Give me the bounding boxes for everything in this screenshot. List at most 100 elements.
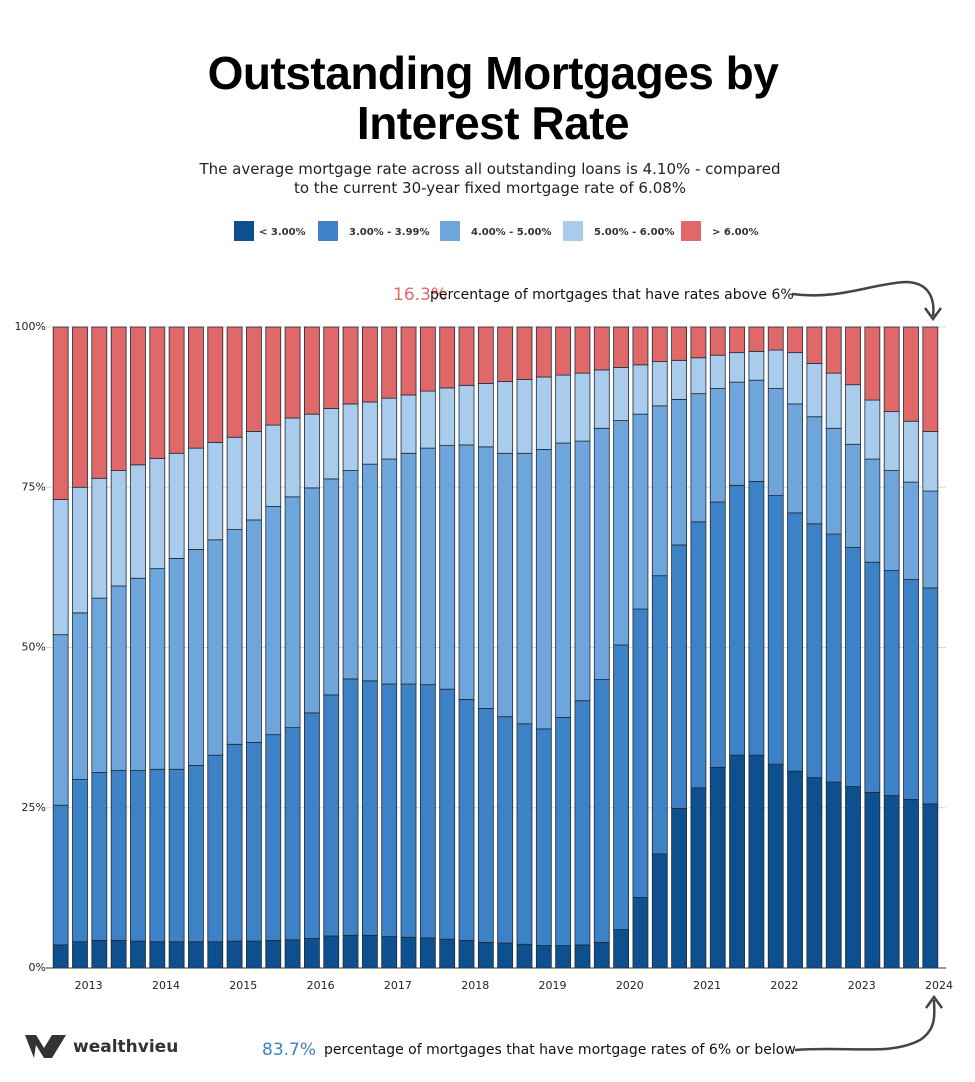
bar-segment	[323, 408, 340, 480]
bar-segment	[477, 446, 494, 709]
bar-segment	[419, 447, 436, 686]
bar-segment	[168, 768, 185, 943]
x-tick-label: 2014	[152, 979, 180, 992]
bar-segment	[729, 381, 745, 486]
bar-segment	[709, 354, 726, 389]
bar-segment	[748, 326, 765, 352]
y-tick-label: 25%	[22, 801, 46, 814]
bar-segment	[149, 458, 166, 570]
bar-segment	[381, 397, 398, 460]
bar-segment	[265, 940, 282, 969]
bar-segment	[342, 470, 359, 680]
bar-segment	[323, 326, 340, 409]
bar-segment	[690, 393, 707, 523]
bar-segment	[168, 941, 185, 969]
bar-segment	[690, 326, 707, 359]
x-tick-label: 2024	[925, 979, 953, 992]
bar-segment	[690, 787, 707, 969]
bar-segment	[246, 519, 262, 743]
bar-segment	[671, 544, 687, 809]
bar-segment	[226, 436, 243, 530]
bar-segment	[149, 768, 166, 943]
bar-segment	[593, 369, 610, 429]
bar-segment	[864, 458, 881, 563]
bar-segment	[400, 452, 417, 685]
x-tick-label: 2015	[229, 979, 257, 992]
bar-segment	[72, 779, 88, 943]
bar-segment	[767, 326, 784, 351]
bar-segment	[825, 372, 842, 429]
bar-segment	[922, 490, 939, 589]
bar-segment	[52, 634, 69, 806]
bar-segment	[477, 326, 494, 384]
bar-segment	[110, 585, 127, 771]
bar-segment	[613, 366, 630, 421]
bar-segment	[593, 326, 610, 371]
bar-segment	[91, 477, 108, 599]
bar-segment	[883, 326, 900, 413]
bar-segment	[787, 512, 803, 772]
bar-segment	[246, 741, 262, 942]
bar-segment	[787, 403, 803, 514]
bar-segment	[207, 539, 224, 756]
bar-segment	[845, 443, 861, 548]
bar-segment	[72, 326, 88, 488]
bar-segment	[729, 326, 745, 354]
bar-segment	[903, 326, 919, 422]
bar-segment	[130, 326, 146, 466]
bar-segment	[825, 781, 842, 969]
bar-segment	[72, 612, 88, 780]
bar-segment	[903, 579, 919, 800]
bar-segment	[284, 417, 301, 498]
bar-segment	[381, 326, 398, 399]
bar-segment	[883, 470, 900, 571]
bar-segment	[477, 941, 494, 969]
bar-segment	[246, 326, 262, 432]
bar-segment	[304, 326, 320, 415]
bar-segment	[284, 496, 301, 729]
bar-segment	[72, 941, 88, 969]
y-tick-label: 50%	[22, 641, 46, 654]
bar-segment	[168, 452, 185, 559]
bar-segment	[323, 935, 340, 969]
bar-segment	[748, 379, 765, 482]
bar-segment	[419, 390, 436, 449]
bar-segment	[671, 359, 687, 400]
bar-segment	[632, 364, 649, 415]
bar-segment	[497, 942, 514, 969]
bar-segment	[690, 357, 707, 395]
bar-segment	[52, 944, 69, 969]
bar-segment	[864, 791, 881, 969]
bar-segment	[574, 700, 591, 946]
bar-segment	[188, 941, 204, 969]
arrow	[791, 280, 935, 317]
bar-segment	[91, 772, 108, 941]
bar-segment	[419, 684, 436, 939]
bar-segment	[632, 413, 649, 610]
bar-segment	[593, 427, 610, 680]
bar-segment	[168, 558, 185, 770]
bar-segment	[342, 403, 359, 471]
bar-segment	[632, 326, 649, 366]
bar-segment	[342, 678, 359, 936]
bar-segment	[110, 770, 127, 941]
bar-segment	[149, 568, 166, 770]
x-tick-label: 2021	[693, 979, 721, 992]
bar-segment	[574, 326, 591, 374]
bar-segment	[265, 506, 282, 736]
arrow-head	[923, 307, 943, 322]
bar-segment	[52, 499, 69, 636]
bar-segment	[361, 463, 378, 682]
bar-segment	[883, 795, 900, 969]
bar-segment	[52, 804, 69, 946]
x-tick-label: 2013	[75, 979, 103, 992]
bar-segment	[825, 427, 842, 535]
bar-segment	[864, 399, 881, 460]
bar-segment	[304, 413, 320, 489]
bar-segment	[458, 444, 475, 700]
bar-segment	[458, 699, 475, 941]
bar-segment	[110, 470, 127, 587]
bar-segment	[651, 575, 668, 855]
bar-segment	[381, 936, 398, 969]
